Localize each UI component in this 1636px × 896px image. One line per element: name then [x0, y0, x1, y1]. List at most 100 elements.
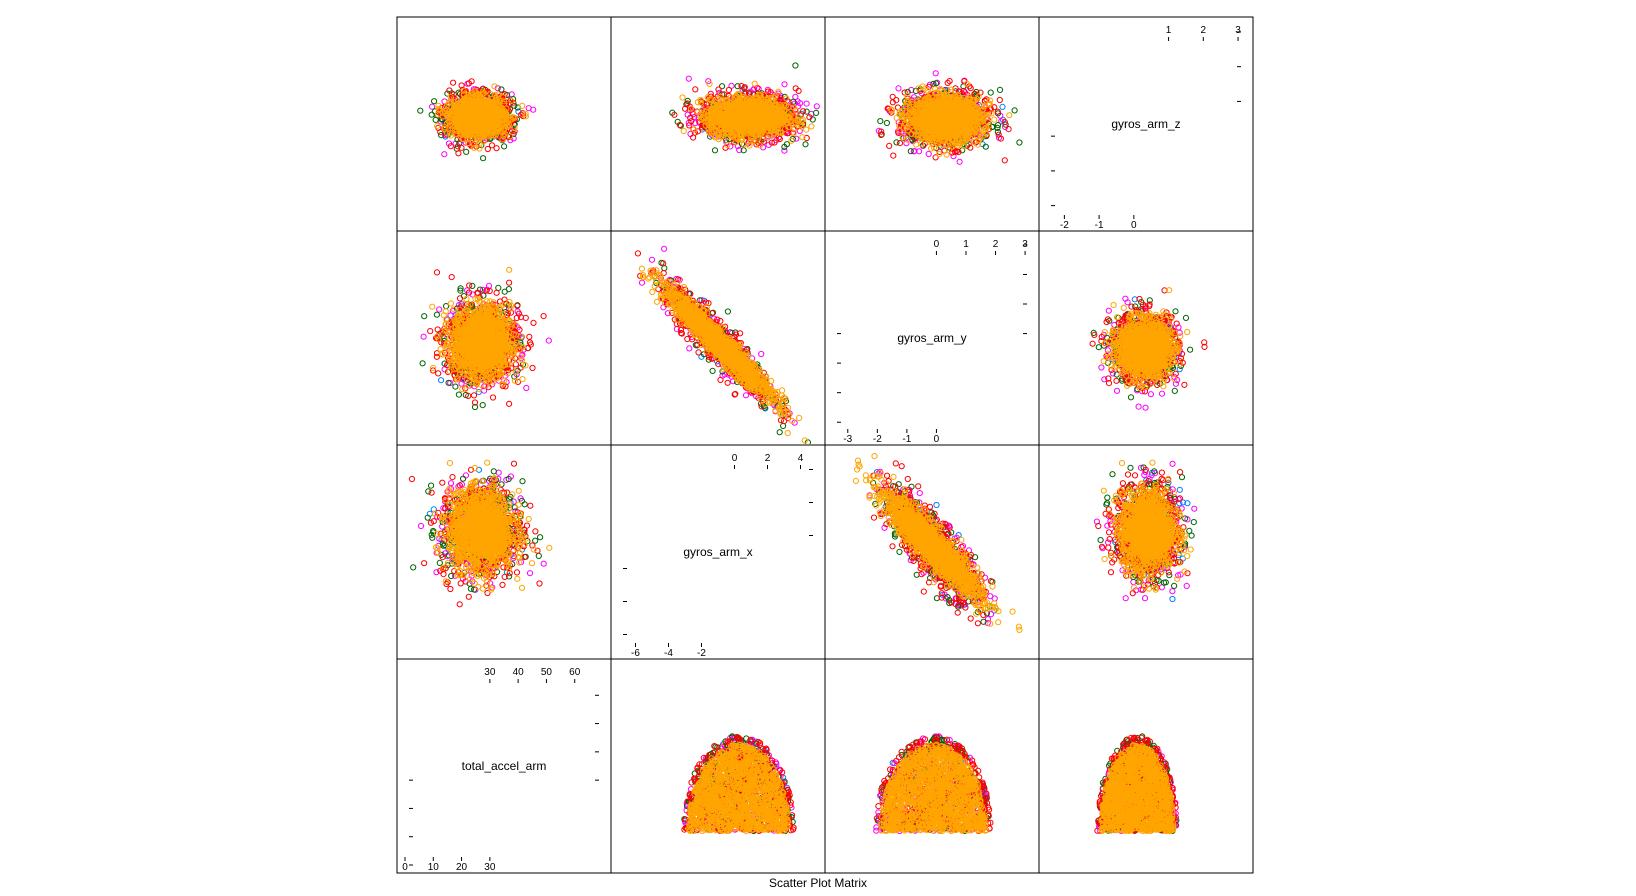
data-point: [480, 111, 487, 118]
data-point: [439, 109, 446, 116]
data-point: [469, 107, 476, 114]
data-point: [500, 98, 507, 105]
data-point: [1011, 107, 1018, 114]
data-point: [792, 62, 799, 69]
data-point: [736, 91, 743, 98]
data-point: [925, 150, 932, 158]
data-point: [715, 86, 722, 93]
data-point: [452, 117, 459, 124]
data-point: [474, 122, 481, 129]
data-point: [783, 95, 790, 102]
series-4-points: [679, 80, 815, 149]
data-point: [510, 99, 517, 106]
data-point: [741, 84, 748, 91]
data-point: [488, 142, 496, 149]
data-point: [462, 106, 469, 114]
data-point: [444, 90, 451, 97]
data-point: [698, 107, 706, 114]
data-point: [733, 108, 740, 115]
data-point: [727, 115, 734, 122]
data-point: [769, 126, 777, 133]
data-point: [444, 102, 451, 109]
data-point: [473, 93, 480, 100]
data-point: [783, 141, 791, 148]
data-point: [705, 129, 713, 136]
data-point: [684, 97, 691, 105]
data-point: [721, 97, 728, 104]
data-point: [736, 146, 743, 154]
data-point: [803, 134, 810, 142]
data-point: [732, 122, 739, 129]
data-point: [731, 94, 738, 101]
data-point: [765, 96, 772, 104]
data-point: [465, 139, 472, 147]
data-point: [466, 103, 473, 110]
data-point: [932, 70, 939, 77]
data-point: [504, 123, 511, 130]
data-point: [715, 95, 722, 102]
data-point: [449, 108, 456, 115]
data-point: [460, 99, 467, 106]
data-point: [474, 119, 481, 126]
data-point: [785, 110, 792, 117]
data-point: [479, 123, 486, 130]
data-point: [791, 125, 798, 132]
data-point: [725, 86, 733, 94]
data-point: [479, 88, 486, 95]
data-point: [417, 107, 424, 114]
data-point: [491, 92, 499, 99]
data-point: [450, 79, 457, 86]
data-point: [697, 111, 704, 118]
data-point: [692, 86, 699, 93]
data-point: [788, 137, 795, 144]
data-point: [474, 91, 481, 98]
data-point: [930, 80, 937, 87]
data-point: [765, 88, 772, 95]
data-point: [698, 115, 705, 122]
data-point: [480, 155, 487, 162]
data-point: [444, 120, 451, 127]
data-point: [716, 126, 724, 133]
data-point: [716, 102, 724, 109]
data-point: [499, 120, 506, 127]
data-point: [775, 129, 782, 136]
data-point: [758, 125, 766, 132]
data-point: [511, 124, 518, 132]
data-point: [480, 105, 487, 112]
data-point: [509, 114, 516, 121]
data-point: [790, 121, 797, 128]
data-point: [758, 100, 766, 107]
data-point: [460, 92, 467, 99]
data-point: [749, 100, 756, 107]
data-point: [483, 90, 490, 97]
data-point: [744, 122, 751, 129]
data-point: [808, 123, 815, 130]
data-point: [803, 100, 810, 107]
data-point: [685, 75, 692, 82]
data-point: [802, 141, 809, 148]
data-point: [799, 134, 806, 141]
data-point: [785, 124, 792, 131]
data-point: [737, 130, 744, 137]
data-point: [706, 101, 713, 108]
data-point: [473, 130, 480, 137]
data-point: [735, 101, 742, 108]
panel-r0-c2: [824, 16, 1040, 232]
data-point: [744, 96, 751, 103]
data-point: [502, 108, 509, 115]
data-point: [956, 158, 963, 165]
data-point: [738, 115, 745, 122]
data-point: [687, 114, 694, 122]
panel-r0-c0: [396, 16, 612, 232]
data-point: [686, 122, 693, 129]
data-point: [723, 111, 731, 119]
data-point: [777, 129, 784, 136]
data-point: [751, 109, 758, 116]
data-point: [757, 114, 764, 121]
data-point: [455, 150, 462, 157]
data-point: [450, 98, 457, 105]
data-point: [739, 102, 746, 109]
data-point: [464, 113, 471, 120]
data-point: [457, 126, 464, 133]
